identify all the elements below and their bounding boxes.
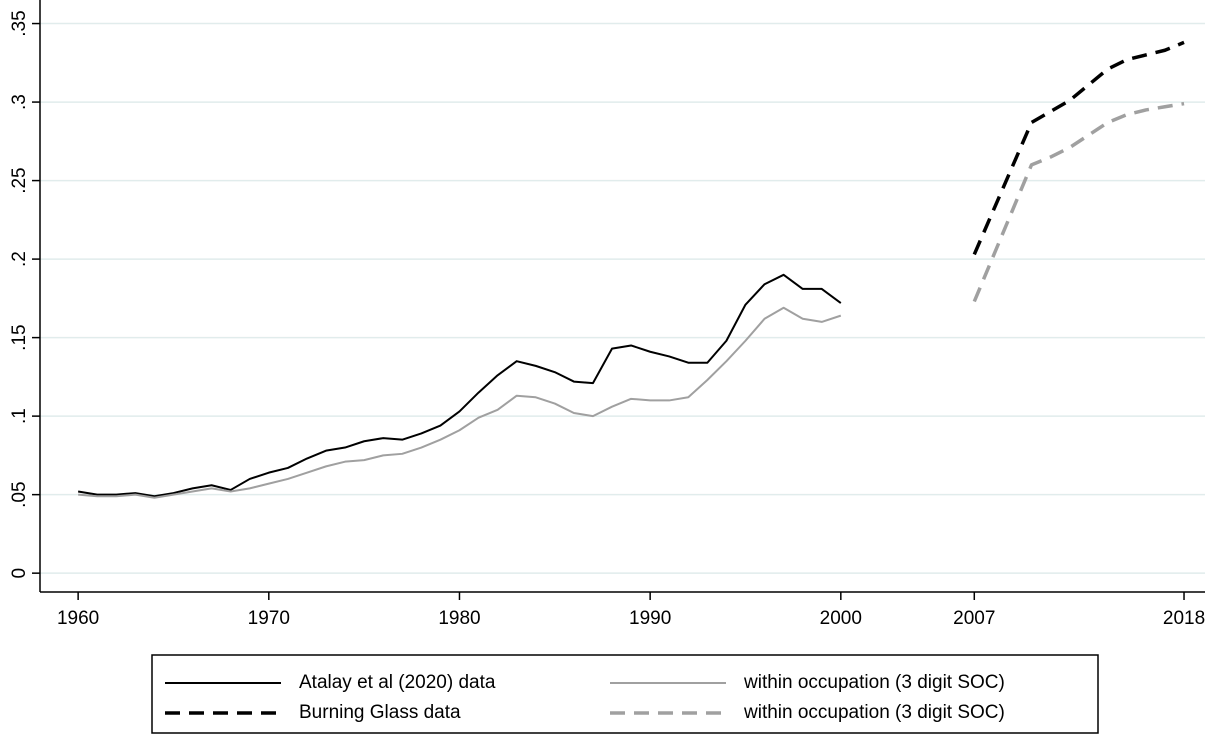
y-tick-label: .05 <box>9 481 30 507</box>
legend-label: within occupation (3 digit SOC) <box>743 672 1005 693</box>
x-tick-label: 2000 <box>820 608 862 629</box>
legend-label: within occupation (3 digit SOC) <box>743 702 1005 723</box>
y-tick-label: 0 <box>9 568 30 579</box>
x-tick-label: 1960 <box>57 608 99 629</box>
line-series <box>972 101 1185 303</box>
x-tick-label: 2018 <box>1163 608 1205 629</box>
y-tick-label: .3 <box>9 94 30 110</box>
line-series <box>78 306 842 499</box>
y-tick-label: .2 <box>9 251 30 267</box>
legend-label: Burning Glass data <box>299 702 461 723</box>
x-tick-label: 2007 <box>953 608 995 629</box>
y-tick-label: .15 <box>9 324 30 350</box>
y-tick-label: .35 <box>9 10 30 36</box>
y-tick-label: .1 <box>9 408 30 424</box>
legend-box <box>151 654 1099 734</box>
x-tick-label: 1990 <box>629 608 671 629</box>
legend-label: Atalay et al (2020) data <box>299 672 496 693</box>
x-tick-label: 1970 <box>248 608 290 629</box>
line-series <box>972 40 1185 256</box>
line-series <box>77 273 842 498</box>
x-tick-label: 1980 <box>438 608 480 629</box>
y-tick-label: .25 <box>9 167 30 193</box>
